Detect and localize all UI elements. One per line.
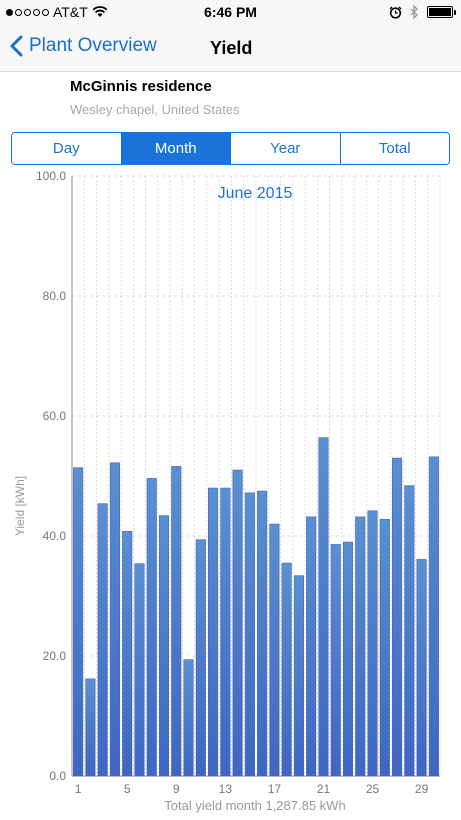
y-tick-label: 20.0 (43, 649, 67, 663)
battery-icon (427, 6, 456, 18)
y-tick-label: 0.0 (49, 769, 66, 783)
bar-day-13 (220, 487, 231, 777)
plant-location: Wesley chapel, United States (70, 102, 240, 117)
bar-day-7 (146, 478, 157, 777)
y-tick-label: 60.0 (43, 409, 67, 423)
plant-name: McGinnis residence (70, 78, 212, 95)
back-button-label: Plant Overview (29, 35, 157, 56)
signal-dots-icon (6, 8, 49, 16)
bar-day-22 (330, 544, 341, 777)
bar-day-11 (195, 539, 206, 777)
x-tick-label: 21 (317, 782, 331, 796)
bar-day-3 (97, 503, 108, 777)
bar-day-28 (404, 485, 415, 777)
tab-year[interactable]: Year (231, 133, 341, 164)
bar-day-6 (134, 563, 145, 777)
bar-day-9 (171, 466, 182, 777)
status-time: 6:46 PM (204, 4, 257, 20)
x-tick-label: 29 (415, 782, 429, 796)
y-tick-label: 100.0 (36, 169, 66, 183)
y-tick-label: 80.0 (43, 289, 67, 303)
bar-day-10 (183, 659, 194, 777)
tab-day[interactable]: Day (12, 133, 122, 164)
yield-bar-chart: 0.0 20.0 40.0 60.0 80.0 100.0 1 5 9 13 17 21 25 29 Ju… (13, 169, 441, 813)
status-left: AT&T (6, 4, 108, 20)
bar-day-1 (73, 467, 84, 777)
bar-day-20 (306, 516, 317, 777)
x-tick-label: 9 (173, 782, 180, 796)
bar-day-16 (257, 490, 268, 777)
carrier-label: AT&T (53, 4, 88, 20)
bar-day-26 (379, 518, 390, 777)
bar-day-2 (85, 678, 96, 777)
bar-day-14 (232, 469, 243, 777)
bar-day-12 (208, 487, 219, 777)
bar-day-19 (293, 575, 304, 777)
bar-day-21 (318, 437, 329, 777)
bluetooth-icon (410, 5, 418, 19)
x-tick-label: 17 (268, 782, 282, 796)
bar-day-25 (367, 510, 378, 777)
bar-day-8 (158, 515, 170, 777)
tab-month[interactable]: Month (121, 133, 231, 164)
page-title: Yield (210, 38, 253, 58)
chevron-left-icon (10, 35, 23, 57)
y-axis-title: Yield [kWh] (13, 476, 27, 536)
navigation-bar: Plant Overview Yield (0, 26, 461, 72)
alarm-icon (389, 6, 402, 19)
period-segmented-control: Day Month Year Total (11, 132, 450, 165)
total-yield-footer: Total yield month 1,287.85 kWh (164, 798, 345, 813)
bar-day-27 (392, 457, 403, 777)
status-right (389, 5, 456, 19)
y-tick-label: 40.0 (43, 529, 67, 543)
wifi-icon (92, 6, 108, 17)
chart-title: June 2015 (218, 185, 293, 202)
bar-day-15 (244, 492, 255, 777)
back-button[interactable]: Plant Overview (10, 35, 157, 57)
bar-day-4 (109, 462, 120, 777)
bar-day-30 (428, 456, 439, 777)
x-tick-label: 1 (75, 782, 82, 796)
bar-day-23 (342, 541, 354, 777)
yield-chart: 0.0 20.0 40.0 60.0 80.0 100.0 1 5 9 13 17 21 25 29 Ju… (0, 166, 461, 820)
x-tick-label: 5 (124, 782, 131, 796)
bar-day-24 (355, 516, 366, 777)
x-tick-label: 13 (219, 782, 233, 796)
bar-day-29 (416, 559, 427, 777)
bar-day-17 (269, 523, 280, 777)
x-tick-label: 25 (366, 782, 380, 796)
tab-total[interactable]: Total (378, 140, 411, 157)
bar-day-18 (281, 562, 292, 777)
bar-day-5 (122, 530, 133, 777)
status-bar: AT&T 6:46 PM (0, 0, 461, 26)
